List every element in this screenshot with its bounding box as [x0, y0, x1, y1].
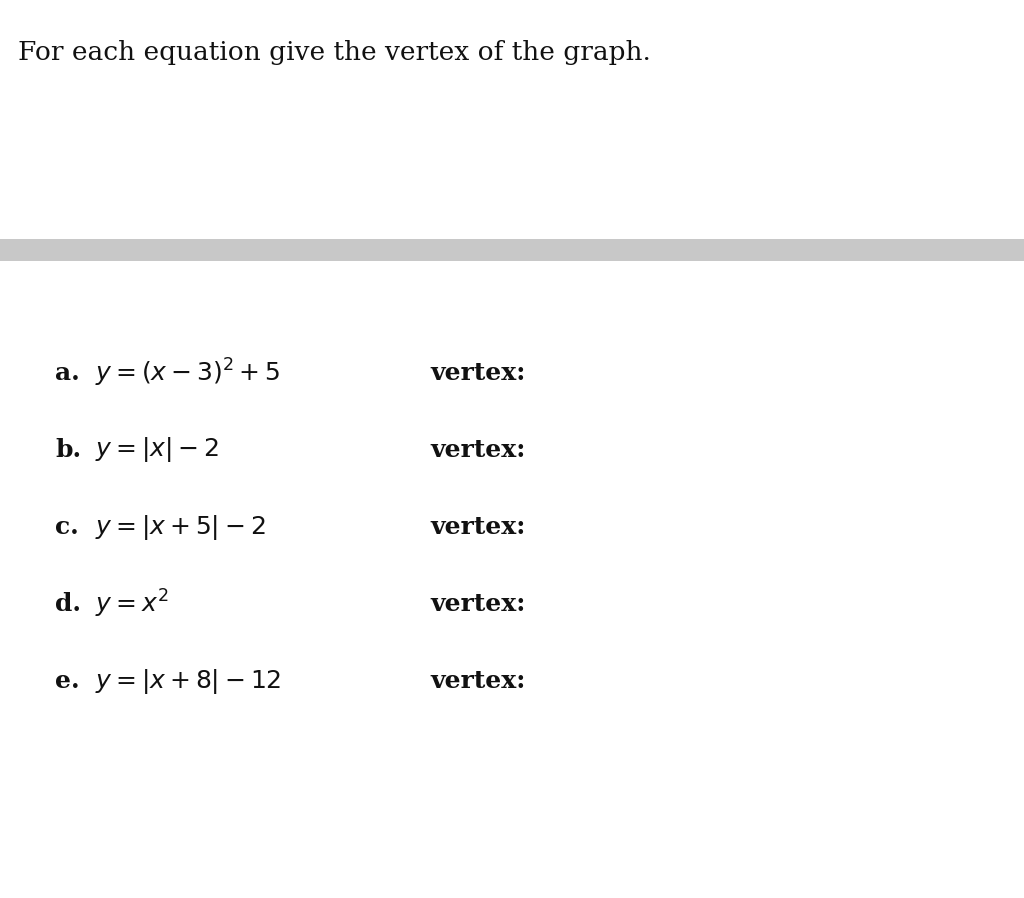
Text: vertex:: vertex: [430, 515, 525, 539]
Text: a.: a. [55, 361, 80, 385]
Text: For each equation give the vertex of the graph.: For each equation give the vertex of the… [18, 40, 651, 65]
Text: b.: b. [55, 438, 81, 462]
Text: vertex:: vertex: [430, 592, 525, 616]
Text: $y = |x+8|-12$: $y = |x+8|-12$ [95, 666, 282, 695]
Bar [0, 239, 1024, 261]
Text: vertex:: vertex: [430, 438, 525, 462]
Text: $y = (x-3)^{2}+5$: $y = (x-3)^{2}+5$ [95, 357, 281, 389]
Text: d.: d. [55, 592, 81, 616]
Text: c.: c. [55, 515, 79, 539]
Text: e.: e. [55, 669, 80, 693]
Text: vertex:: vertex: [430, 361, 525, 385]
Text: vertex:: vertex: [430, 669, 525, 693]
Text: $y = x^{2}$: $y = x^{2}$ [95, 588, 168, 621]
Text: $y = |x|-2$: $y = |x|-2$ [95, 436, 219, 464]
Text: $y = |x+5|-2$: $y = |x+5|-2$ [95, 513, 265, 541]
